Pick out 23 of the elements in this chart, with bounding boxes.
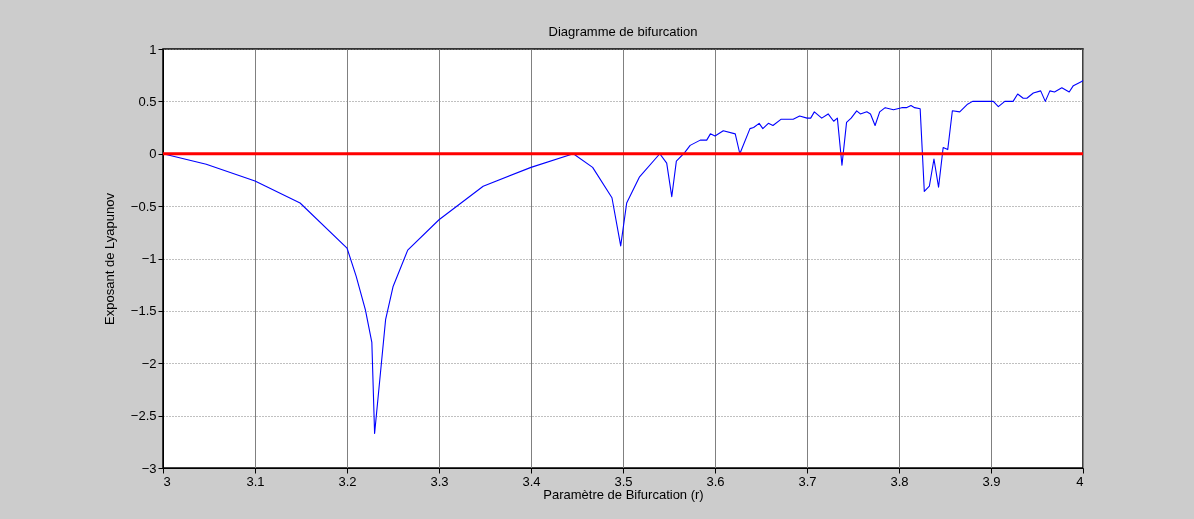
- y-tick-label: −3: [141, 460, 157, 476]
- x-tick-label: 3.9: [982, 473, 1001, 489]
- x-tick-label: 3.6: [706, 473, 725, 489]
- y-axis-title: Exposant de Lyapunov: [101, 192, 117, 325]
- y-tick-label: −0.5: [130, 198, 157, 214]
- x-tick-label: 3.4: [522, 473, 541, 489]
- x-tick-label: 3.3: [430, 473, 449, 489]
- y-tick-label: 0.5: [138, 93, 157, 109]
- x-tick-label: 3.2: [338, 473, 357, 489]
- y-tick-label: 0: [149, 146, 157, 162]
- y-tick-label: −2.5: [130, 408, 157, 424]
- y-tick-label: −2: [141, 355, 157, 371]
- x-tick-label: 3.7: [798, 473, 817, 489]
- chart-title: Diagramme de bifurcation: [548, 24, 698, 39]
- y-tick-label: 1: [149, 41, 157, 57]
- x-tick-label: 3.5: [614, 473, 633, 489]
- x-tick-label: 3: [163, 473, 171, 489]
- x-tick-label: 3.1: [246, 473, 265, 489]
- x-tick-label: 3.8: [890, 473, 909, 489]
- x-tick-label: 4: [1076, 473, 1084, 489]
- y-tick-label: −1: [141, 251, 157, 266]
- x-axis-title: Paramètre de Bifurcation (r): [543, 486, 704, 502]
- y-tick-label: −1.5: [130, 303, 157, 319]
